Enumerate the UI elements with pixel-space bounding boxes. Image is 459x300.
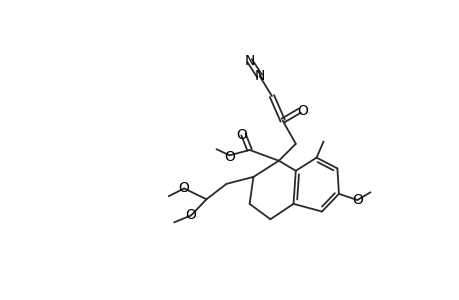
Text: N: N (254, 69, 264, 83)
Text: O: O (297, 104, 308, 118)
Text: O: O (351, 193, 362, 207)
Text: N: N (244, 54, 254, 68)
Text: O: O (185, 208, 196, 222)
Text: O: O (236, 128, 247, 142)
Text: O: O (179, 182, 189, 196)
Text: O: O (224, 150, 235, 164)
